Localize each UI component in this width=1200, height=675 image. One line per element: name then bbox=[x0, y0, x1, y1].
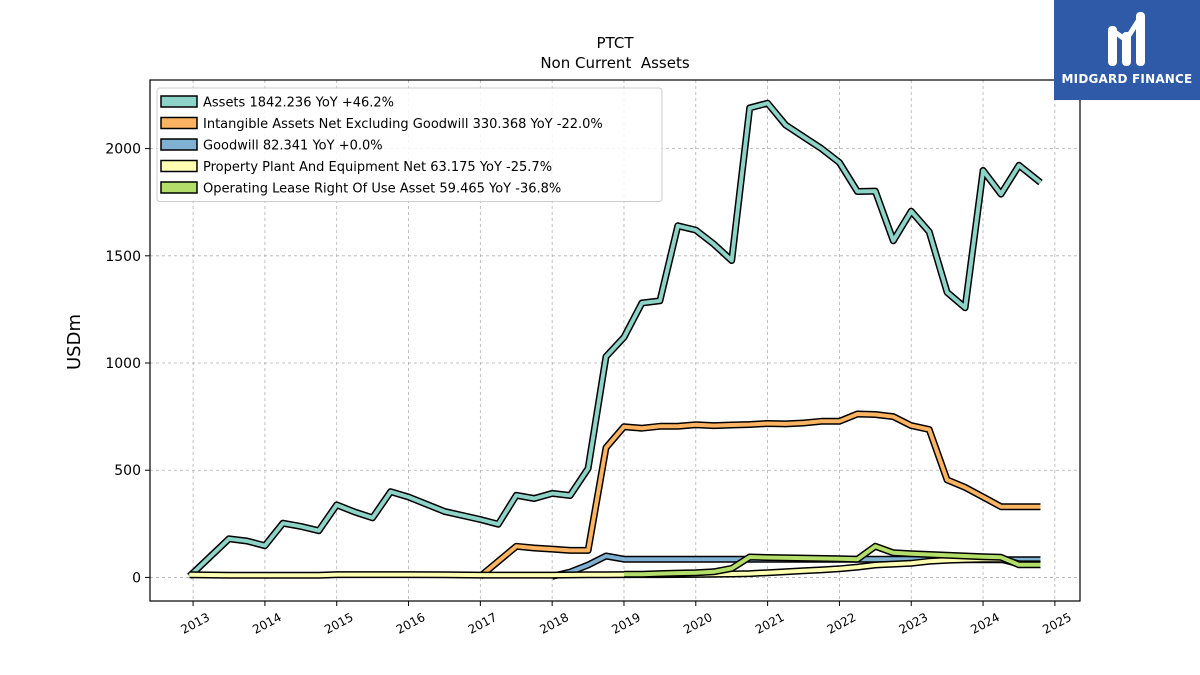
legend-entry: Intangible Assets Net Excluding Goodwill… bbox=[203, 117, 603, 132]
series-line-1 bbox=[479, 412, 1041, 578]
x-tick-label: 2020 bbox=[681, 610, 715, 637]
x-tick-label: 2023 bbox=[897, 610, 931, 637]
legend-swatch bbox=[160, 116, 198, 130]
legend-entry: Property Plant And Equipment Net 63.175 … bbox=[203, 160, 552, 175]
legend-entry: Goodwill 82.341 YoY +0.0% bbox=[203, 139, 383, 154]
legend: Assets 1842.236 YoY +46.2% Intangible Ass… bbox=[156, 87, 663, 202]
y-axis: 0 500 1000 1500 2000 bbox=[105, 142, 150, 586]
legend-swatch bbox=[160, 138, 198, 151]
legend-swatch bbox=[160, 95, 198, 108]
y-tick-label: 500 bbox=[114, 463, 141, 479]
x-tick-label: 2019 bbox=[609, 610, 643, 637]
logo-text: MIDGARD FINANCE bbox=[1061, 72, 1193, 86]
series-line-4 bbox=[624, 544, 1041, 577]
x-tick-label: 2025 bbox=[1040, 610, 1074, 637]
chart-title: PTCT bbox=[597, 34, 635, 52]
x-tick-label: 2018 bbox=[538, 610, 572, 637]
legend-entry: Assets 1842.236 YoY +46.2% bbox=[203, 96, 394, 111]
y-axis-label: USDm bbox=[64, 314, 85, 370]
x-tick-label: 2022 bbox=[825, 610, 859, 637]
x-tick-label: 2017 bbox=[466, 610, 500, 637]
legend-swatch bbox=[160, 159, 198, 173]
y-tick-label: 2000 bbox=[105, 142, 141, 158]
x-axis: 2013 2014 2015 2016 2017 2018 2019 2020 2021 2022… bbox=[178, 601, 1074, 637]
x-tick-label: 2024 bbox=[968, 610, 1002, 637]
y-tick-label: 0 bbox=[132, 570, 141, 586]
midgard-logo-mark-icon bbox=[1108, 12, 1145, 66]
x-tick-label: 2021 bbox=[753, 610, 787, 637]
series-line-3 bbox=[189, 557, 1041, 578]
legend-swatch bbox=[160, 181, 198, 194]
legend-box bbox=[156, 87, 663, 202]
midgard-finance-logo: MIDGARD FINANCE bbox=[1054, 0, 1200, 100]
series-line-0 bbox=[188, 101, 1042, 578]
x-tick-label: 2015 bbox=[322, 610, 356, 637]
chart-subtitle: Non Current Assets bbox=[540, 54, 690, 72]
plot-frame bbox=[149, 79, 1081, 602]
series-lines bbox=[187, 99, 1043, 580]
y-tick-label: 1000 bbox=[105, 356, 141, 372]
legend-entry: Operating Lease Right Of Use Asset 59.46… bbox=[203, 182, 561, 197]
x-tick-label: 2013 bbox=[178, 610, 212, 637]
x-tick-label: 2014 bbox=[250, 610, 284, 637]
x-tick-label: 2016 bbox=[394, 610, 428, 637]
y-tick-label: 1500 bbox=[105, 249, 141, 265]
